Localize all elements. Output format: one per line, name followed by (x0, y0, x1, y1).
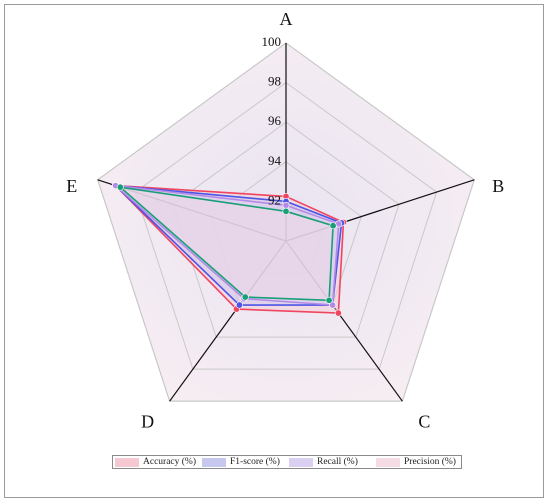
data-point (116, 183, 124, 191)
legend-item: F1-score (%) (200, 456, 287, 468)
axis-label-b: B (492, 176, 504, 196)
axis-spoke (169, 240, 287, 402)
r-tick-label: 100 (262, 34, 282, 49)
axis-spoke (285, 179, 475, 242)
legend-item: Precision (%) (374, 456, 461, 468)
legend-swatch (289, 457, 313, 467)
radar-chart: A B C D E 92 94 96 98 100 (66, 9, 504, 431)
legend-swatch (376, 457, 400, 467)
legend-swatch (115, 457, 139, 467)
data-point (334, 309, 342, 317)
r-tick-label: 98 (268, 74, 281, 89)
grid-ring (247, 200, 325, 274)
series-polygon-0 (113, 184, 345, 314)
legend-swatch (202, 457, 226, 467)
axis-spoke (285, 240, 403, 402)
chart-legend: Accuracy (%) F1-score (%) Recall (%) Precis… (112, 455, 462, 469)
data-point (329, 222, 337, 230)
axis-spoke (97, 179, 287, 242)
legend-item: Accuracy (%) (113, 456, 200, 468)
data-point (235, 301, 243, 309)
axis-label-d: D (141, 411, 154, 431)
legend-label: F1-score (%) (230, 457, 280, 467)
r-tick-label: 92 (268, 192, 281, 207)
series-polygon-2 (113, 184, 340, 306)
series-polygon-3 (117, 185, 334, 302)
grid-ring (134, 81, 438, 370)
data-point (325, 296, 333, 304)
data-point (282, 207, 290, 215)
legend-label: Precision (%) (404, 457, 456, 467)
grid-ring (97, 42, 475, 402)
data-point (282, 201, 290, 209)
legend-label: Recall (%) (317, 457, 358, 467)
r-tick-label: 94 (268, 153, 282, 168)
axis-label-e: E (66, 176, 77, 196)
chart-frame: A B C D E 92 94 96 98 100 Accuracy (%) F1-score (%… (4, 4, 544, 498)
legend-label: Accuracy (%) (143, 457, 197, 467)
r-tick-label: 96 (268, 113, 282, 128)
data-point (329, 301, 337, 309)
axis-label-a: A (280, 9, 293, 29)
axis-label-c: C (418, 411, 430, 431)
legend-item: Recall (%) (287, 456, 374, 468)
data-point (241, 293, 249, 301)
